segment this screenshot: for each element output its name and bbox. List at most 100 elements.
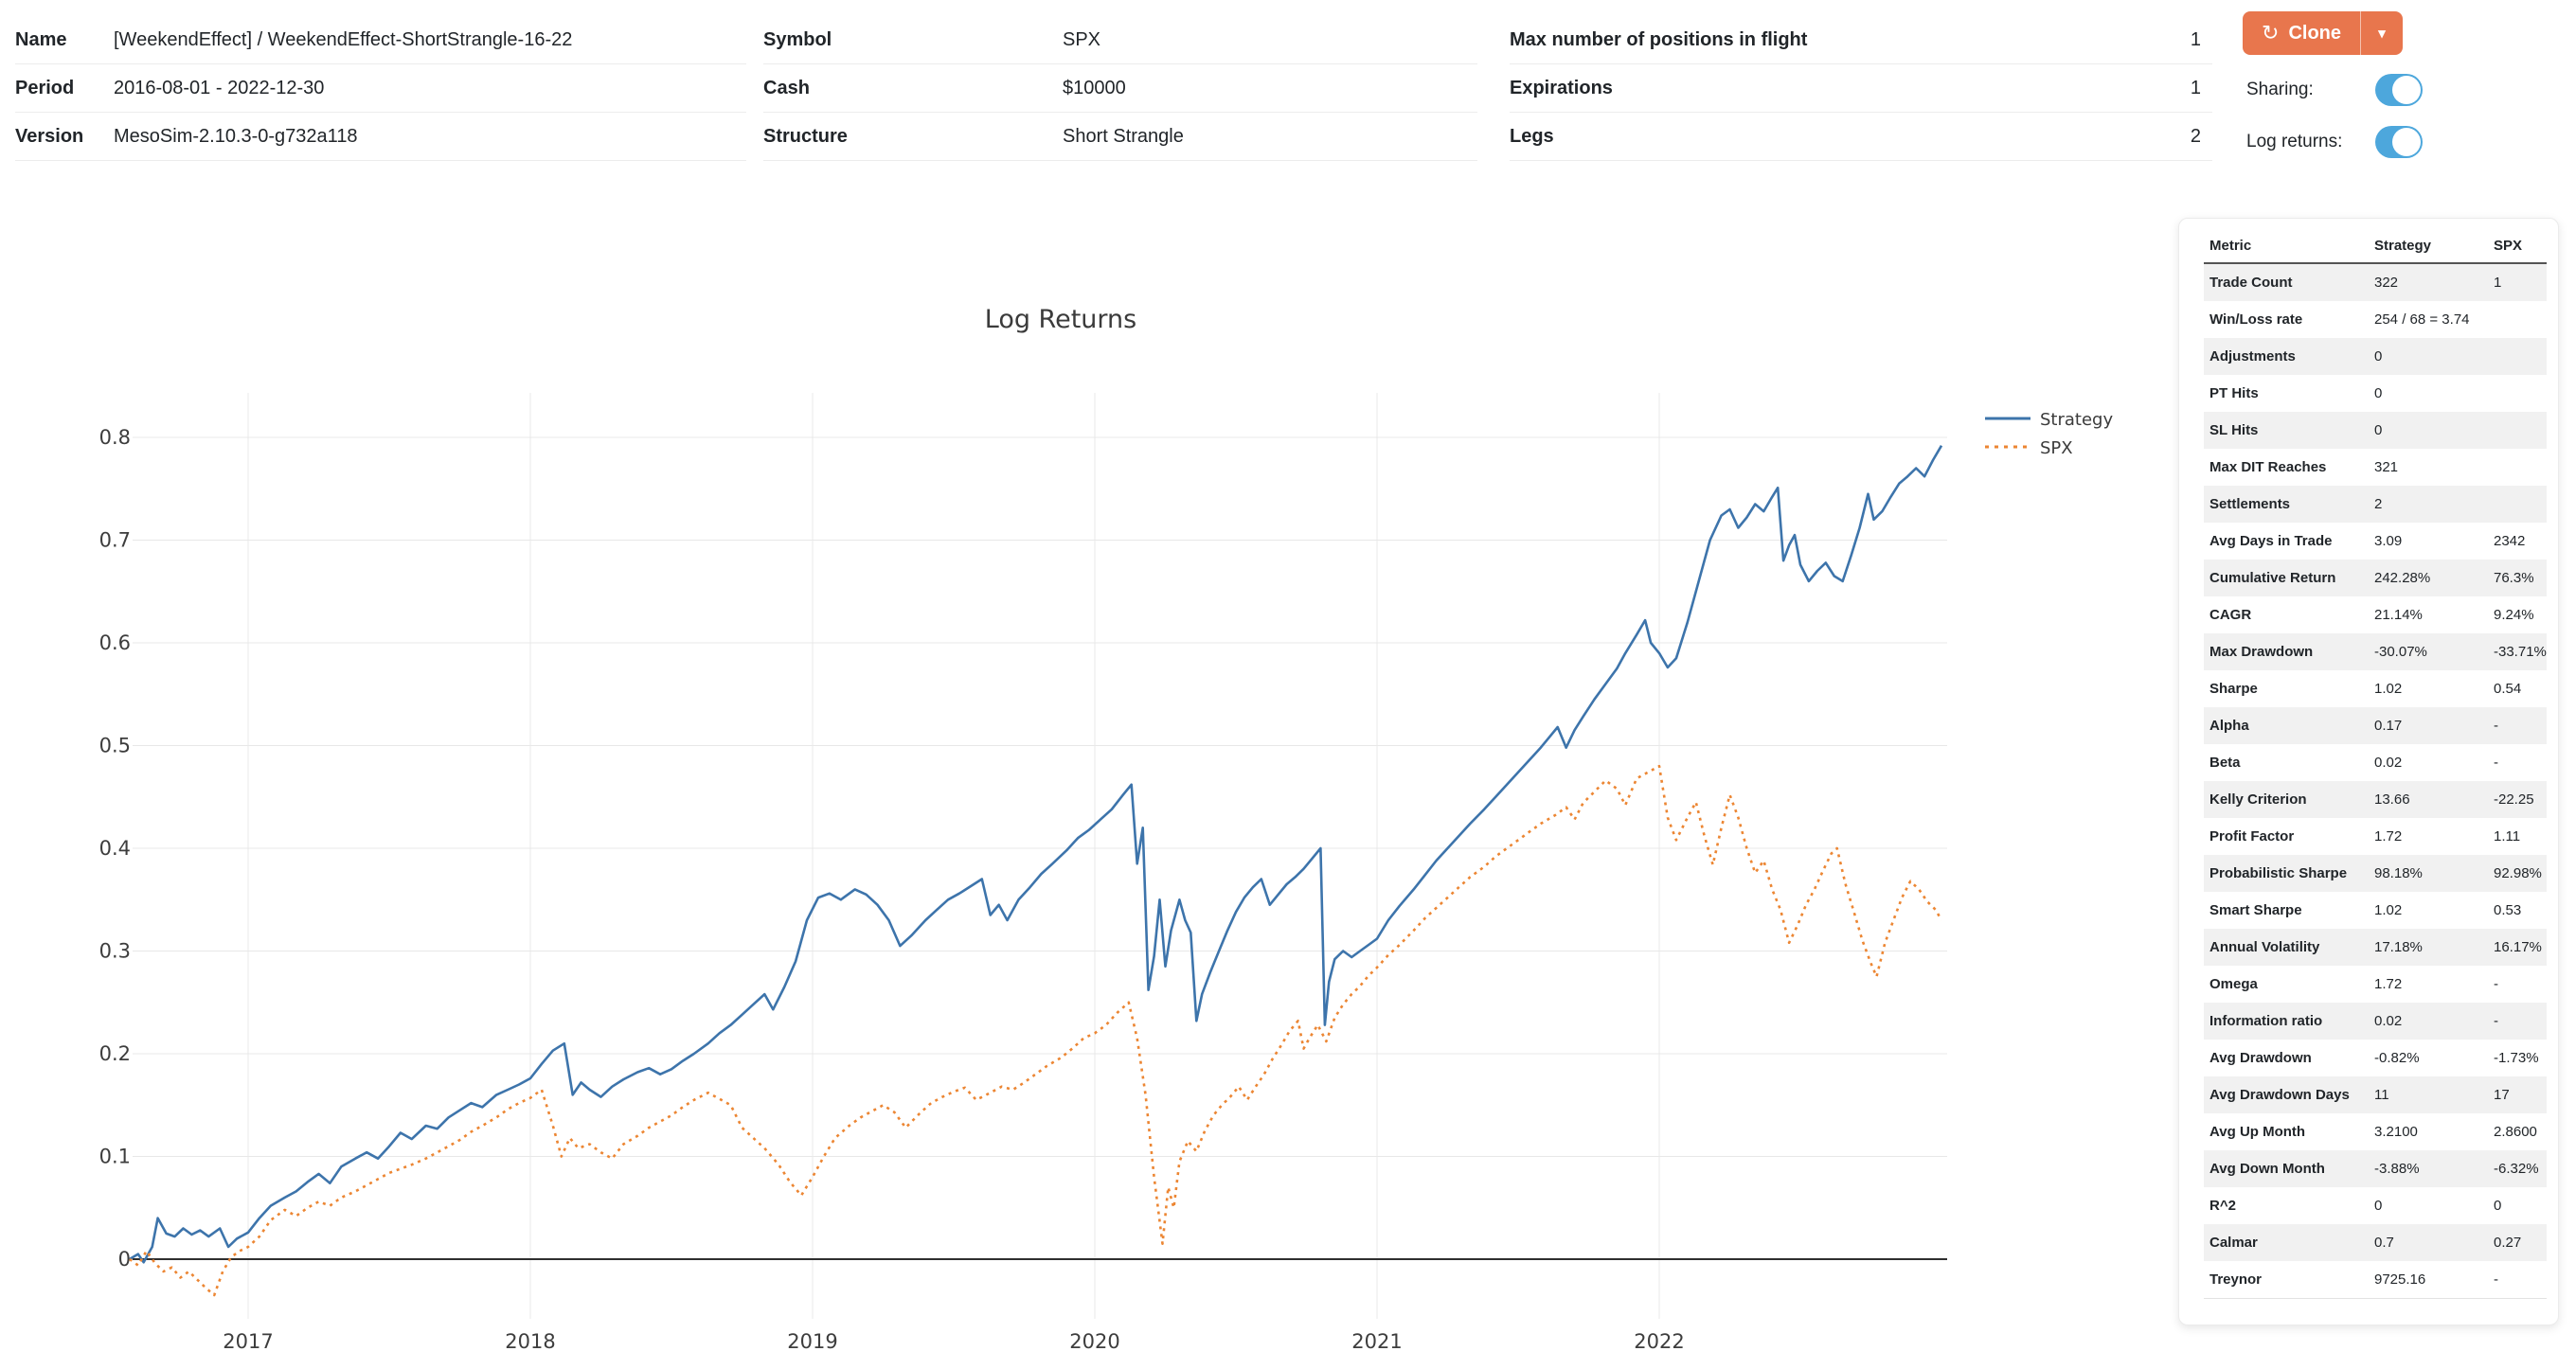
spx-value [2488,412,2547,449]
metric-name: Max Drawdown [2209,644,2314,660]
info-row: Period 2016-08-01 - 2022-12-30 [15,64,746,113]
strategy-value: 13.66 [2374,791,2410,808]
table-row: Alpha 0.17 - [2204,707,2547,744]
info-row: Symbol SPX [763,16,1477,64]
info-value: 2 [2190,125,2201,147]
spx-value [2488,449,2547,486]
metric-name: PT Hits [2209,385,2259,401]
y-tick-label: 0 [118,1248,131,1271]
metric-name: Settlements [2209,496,2291,512]
strategy-value: 21.14% [2374,607,2423,623]
metric-name: Sharpe [2209,681,2258,697]
metric-name: Information ratio [2209,1013,2323,1029]
metric-name: Omega [2209,976,2258,992]
log-returns-toggle[interactable] [2375,126,2423,158]
clone-button[interactable]: ↻ Clone [2243,11,2361,55]
info-label: Symbol [763,28,832,50]
table-row: SL Hits 0 [2204,412,2547,449]
metric-name: Smart Sharpe [2209,902,2302,918]
spx-value: 9.24% [2494,607,2534,623]
legend-label: Strategy [2040,410,2113,430]
spx-value: 0.54 [2494,681,2522,697]
info-label: Max number of positions in flight [1510,28,1808,50]
info-value: SPX [1063,28,1101,50]
sharing-toggle[interactable] [2375,74,2423,106]
x-tick-label: 2018 [505,1330,555,1353]
metric-name: Probabilistic Sharpe [2209,865,2348,881]
info-value: 1 [2190,28,2201,50]
info-label: Expirations [1510,77,1613,98]
info-label: Name [15,28,67,50]
metric-name: Beta [2209,755,2241,771]
run-info-block: Name [WeekendEffect] / WeekendEffect-Shor… [15,0,746,161]
info-row: Version MesoSim-2.10.3-0-g732a118 [15,113,746,161]
info-label: Legs [1510,125,1554,147]
metric-name: Treynor [2204,1261,2369,1299]
spx-value: 1.11 [2494,828,2521,845]
table-row: CAGR 21.14% 9.24% [2204,596,2547,633]
y-tick-label: 0.4 [99,837,131,860]
metric-name: Avg Down Month [2209,1161,2325,1177]
strategy-value: 0.02 [2374,755,2403,771]
metric-name: Profit Factor [2209,828,2295,845]
table-row: Beta 0.02 - [2204,744,2547,781]
info-label: Cash [763,77,810,98]
metric-name: Trade Count [2209,275,2293,291]
strategy-line [129,445,1943,1264]
metrics-header-row: Metric Strategy SPX [2204,234,2547,264]
x-tick-label: 2019 [787,1330,837,1353]
strategy-value: 11 [2374,1087,2389,1103]
strategy-value: 1.72 [2374,976,2403,992]
y-tick-label: 0.7 [99,529,131,552]
spx-value: - [2494,1013,2498,1029]
chevron-down-icon: ▾ [2378,26,2386,42]
spx-value: -1.73% [2494,1050,2539,1066]
metric-name: Kelly Criterion [2209,791,2307,808]
table-row: Avg Down Month -3.88% -6.32% [2204,1150,2547,1187]
table-row: Avg Days in Trade 3.09 2342 [2204,523,2547,560]
strategy-value: 1.02 [2374,902,2403,918]
spx-value: 0.53 [2494,902,2522,918]
metric-name: Avg Drawdown [2209,1050,2312,1066]
spx-value: 0 [2494,1198,2502,1214]
spx-value: - [2494,718,2498,734]
metric-name: SL Hits [2209,422,2259,438]
refresh-icon: ↻ [2262,21,2280,44]
info-label: Period [15,77,75,98]
spx-value [2488,338,2547,375]
strategy-value: 9725.16 [2369,1261,2488,1299]
chart-title: Log Returns [985,305,1136,334]
clone-dropdown-button[interactable]: ▾ [2361,11,2403,55]
strategy-value: 0.17 [2374,718,2403,734]
clone-split-button[interactable]: ↻ Clone ▾ [2243,11,2403,55]
spx-value: -33.71% [2494,644,2547,660]
metric-name: CAGR [2209,607,2252,623]
x-tick-label: 2017 [223,1330,273,1353]
spx-value: 17 [2494,1087,2510,1103]
strategy-value: 0.7 [2374,1235,2394,1251]
table-row: Omega 1.72 - [2204,966,2547,1003]
spx-value [2488,301,2547,338]
table-row: Adjustments 0 [2204,338,2547,375]
column-header: Metric [2204,234,2369,264]
clone-button-label: Clone [2288,22,2341,44]
strategy-value: -30.07% [2374,644,2427,660]
table-row: Settlements 2 [2204,486,2547,523]
table-row: Max Drawdown -30.07% -33.71% [2204,633,2547,670]
strategy-value: -3.88% [2374,1161,2420,1177]
spx-value: 1 [2494,275,2502,291]
y-tick-label: 0.8 [99,426,131,449]
table-row: Avg Drawdown -0.82% -1.73% [2204,1040,2547,1076]
spx-value: -22.25 [2494,791,2534,808]
strategy-value: 3.09 [2374,533,2403,549]
x-tick-label: 2022 [1634,1330,1684,1353]
table-row: Kelly Criterion 13.66 -22.25 [2204,781,2547,818]
strategy-value: 0 [2374,348,2383,364]
strategy-value: 0 [2374,385,2383,401]
table-row: Trade Count 322 1 [2204,263,2547,301]
table-row: Sharpe 1.02 0.54 [2204,670,2547,707]
strategy-value: 17.18% [2374,939,2423,955]
strategy-value: 0.02 [2374,1013,2403,1029]
table-row: PT Hits 0 [2204,375,2547,412]
info-row: Structure Short Strangle [763,113,1477,161]
